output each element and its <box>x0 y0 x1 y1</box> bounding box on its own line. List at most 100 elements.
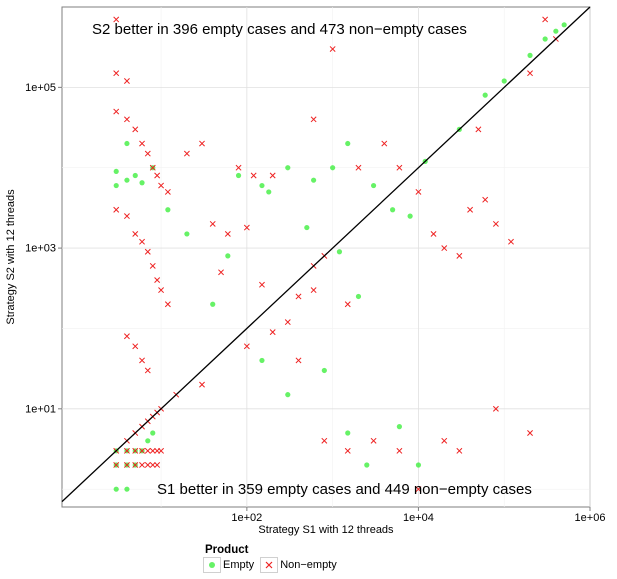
point-empty <box>482 92 488 98</box>
point-empty <box>407 213 413 219</box>
legend-item-empty: Empty <box>223 559 255 571</box>
point-non-empty <box>139 462 145 468</box>
point-non-empty <box>441 437 448 444</box>
point-non-empty <box>113 462 120 468</box>
point-non-empty <box>132 462 139 468</box>
point-non-empty <box>183 150 190 157</box>
point-non-empty <box>149 262 156 269</box>
point-empty <box>321 367 327 374</box>
point-non-empty <box>123 116 130 123</box>
point-empty <box>124 177 130 183</box>
x-tick-label: 1e+02 <box>231 512 262 524</box>
point-non-empty <box>492 405 499 412</box>
grid <box>62 7 591 507</box>
point-non-empty <box>113 206 120 213</box>
point-non-empty <box>144 150 151 157</box>
point-non-empty <box>269 329 276 336</box>
point-non-empty <box>329 46 336 52</box>
x-marker-icon <box>260 557 279 573</box>
point-empty <box>330 165 336 171</box>
legend: Product Empty Non−empty <box>203 544 343 573</box>
point-empty <box>225 253 231 259</box>
point-non-empty <box>132 230 139 237</box>
point-non-empty <box>321 437 328 444</box>
point-non-empty <box>149 462 156 468</box>
point-non-empty <box>158 287 165 294</box>
point-non-empty <box>542 16 549 23</box>
point-empty <box>390 207 396 213</box>
point-non-empty <box>344 301 351 308</box>
point-non-empty <box>492 220 499 227</box>
point-non-empty <box>441 245 448 252</box>
reference-line <box>61 6 591 503</box>
point-empty <box>311 177 317 183</box>
point-non-empty <box>527 70 533 77</box>
point-non-empty <box>344 447 351 454</box>
point-empty <box>345 140 351 147</box>
point-empty <box>345 430 351 436</box>
point-non-empty <box>355 164 362 171</box>
point-non-empty <box>284 319 291 326</box>
point-empty <box>396 424 402 430</box>
point-non-empty <box>456 252 463 259</box>
point-empty <box>124 486 130 492</box>
point-non-empty <box>199 381 205 388</box>
point-empty <box>355 293 362 300</box>
point-non-empty <box>132 126 139 133</box>
point-non-empty <box>467 206 474 213</box>
point-non-empty <box>139 447 145 454</box>
point-non-empty <box>310 116 317 123</box>
y-tick-label: 1e+05 <box>25 82 56 94</box>
point-non-empty <box>209 220 216 227</box>
point-non-empty <box>158 447 165 454</box>
point-non-empty <box>527 430 533 436</box>
point-empty <box>150 430 156 436</box>
point-empty <box>527 52 533 58</box>
point-empty <box>113 182 119 189</box>
point-non-empty <box>243 224 250 231</box>
point-empty <box>561 22 567 28</box>
point-non-empty <box>132 447 139 454</box>
point-empty <box>542 36 548 42</box>
point-empty <box>132 172 138 179</box>
point-non-empty <box>235 164 242 171</box>
point-non-empty <box>144 367 151 374</box>
point-non-empty <box>158 182 165 189</box>
point-empty <box>501 78 507 84</box>
point-non-empty <box>310 287 317 294</box>
point-non-empty <box>144 447 151 454</box>
point-non-empty <box>113 16 120 23</box>
point-non-empty <box>144 248 151 255</box>
x-tick-label: 1e+04 <box>403 512 434 524</box>
y-axis-label: Strategy S2 with 12 threads <box>5 189 17 325</box>
point-non-empty <box>430 230 437 237</box>
legend-items: Empty Non−empty <box>203 557 343 573</box>
point-non-empty <box>113 70 120 77</box>
point-non-empty <box>295 293 302 300</box>
point-empty <box>266 189 272 195</box>
point-non-empty <box>123 447 130 454</box>
point-empty <box>364 462 370 468</box>
y-tick-label: 1e+01 <box>25 403 56 415</box>
point-non-empty <box>224 230 231 237</box>
point-empty <box>184 231 190 237</box>
point-non-empty <box>456 447 463 454</box>
scatter-plot: 1e+02 1e+04 1e+06 1e+01 1e+03 1e+05 S2 bette… <box>5 6 606 536</box>
x-tick-label: 1e+06 <box>575 512 606 524</box>
point-empty <box>259 182 265 189</box>
point-non-empty <box>508 238 514 245</box>
point-empty <box>113 168 119 175</box>
annotation-bottom: S1 better in 359 empty cases and 449 non… <box>157 481 532 498</box>
point-empty <box>165 207 171 213</box>
annotation-top: S2 better in 396 empty cases and 473 non… <box>92 21 467 38</box>
circle-marker-icon <box>203 557 221 573</box>
point-empty <box>285 165 291 171</box>
point-non-empty <box>154 172 161 179</box>
point-non-empty <box>139 238 145 245</box>
reference-line-y-equals-x <box>61 6 591 503</box>
legend-title: Product <box>205 544 249 556</box>
point-non-empty <box>123 213 130 220</box>
point-empty <box>113 486 119 492</box>
point-non-empty <box>396 164 403 171</box>
point-non-empty <box>164 301 171 308</box>
